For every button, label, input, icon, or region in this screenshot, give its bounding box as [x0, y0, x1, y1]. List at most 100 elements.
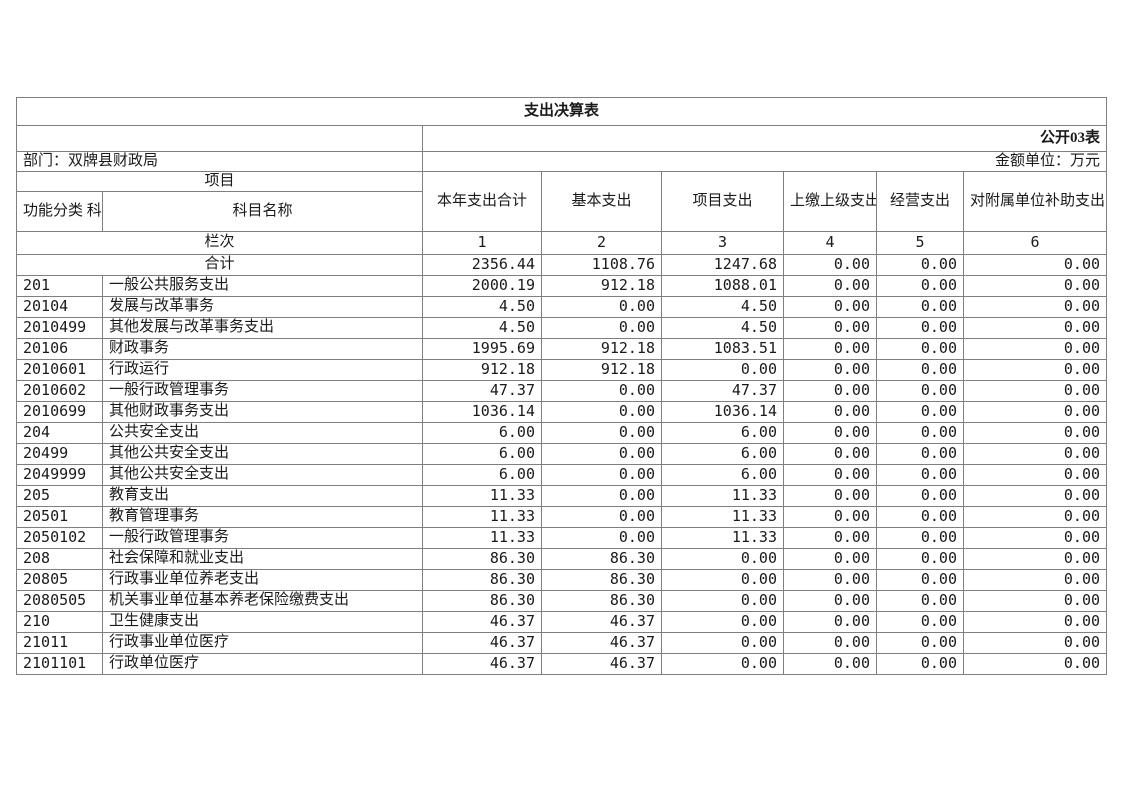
info-empty-cell	[16, 125, 423, 152]
row-value: 0.00	[876, 505, 964, 528]
row-value: 0.00	[962, 463, 1108, 486]
row-value: 0.00	[876, 295, 964, 318]
row-value: 11.33	[661, 526, 784, 549]
table-row: 2010602 一般行政管理事务 47.37 0.00 47.37 0.00 0…	[16, 379, 1108, 402]
row-value: 47.37	[422, 379, 542, 402]
table-row: 201 一般公共服务支出 2000.19 912.18 1088.01 0.00…	[16, 274, 1108, 297]
row-value: 0.00	[783, 379, 877, 402]
row-code: 201	[16, 274, 103, 297]
table-row: 204 公共安全支出 6.00 0.00 6.00 0.00 0.00 0.00	[16, 421, 1108, 444]
row-name: 财政事务	[102, 337, 423, 360]
row-value: 0.00	[541, 421, 662, 444]
row-value: 11.33	[422, 484, 542, 507]
row-value: 0.00	[876, 526, 964, 549]
row-name: 一般行政管理事务	[102, 379, 423, 402]
row-value: 0.00	[876, 463, 964, 486]
row-value: 0.00	[783, 337, 877, 360]
row-value: 46.37	[422, 652, 542, 675]
row-value: 2356.44	[422, 253, 542, 276]
row-name: 发展与改革事务	[102, 295, 423, 318]
header-subject-name: 科目名称	[102, 190, 423, 232]
row-value: 0.00	[962, 253, 1108, 276]
column-number-6: 6	[962, 230, 1108, 255]
row-value: 0.00	[541, 463, 662, 486]
row-value: 0.00	[661, 547, 784, 570]
row-value: 0.00	[783, 547, 877, 570]
row-value: 46.37	[541, 652, 662, 675]
row-code: 2049999	[16, 463, 103, 486]
row-value: 0.00	[876, 610, 964, 633]
header-item-group: 项目	[16, 171, 423, 192]
row-value: 6.00	[661, 463, 784, 486]
table-row: 205 教育支出 11.33 0.00 11.33 0.00 0.00 0.00	[16, 484, 1108, 507]
row-value: 0.00	[876, 337, 964, 360]
row-value: 0.00	[962, 379, 1108, 402]
row-value: 86.30	[541, 547, 662, 570]
row-name: 教育管理事务	[102, 505, 423, 528]
row-value: 11.33	[422, 526, 542, 549]
row-value: 86.30	[541, 568, 662, 591]
row-value: 0.00	[783, 463, 877, 486]
row-value: 0.00	[876, 652, 964, 675]
table-row: 2101101 行政单位医疗 46.37 46.37 0.00 0.00 0.0…	[16, 652, 1108, 675]
row-value: 0.00	[783, 589, 877, 612]
row-name: 社会保障和就业支出	[102, 547, 423, 570]
row-value: 0.00	[962, 484, 1108, 507]
row-name: 卫生健康支出	[102, 610, 423, 633]
table-row: 2050102 一般行政管理事务 11.33 0.00 11.33 0.00 0…	[16, 526, 1108, 549]
row-code: 208	[16, 547, 103, 570]
row-code: 2010601	[16, 358, 103, 381]
column-number-1: 1	[422, 230, 542, 255]
row-name: 行政事业单位养老支出	[102, 568, 423, 591]
row-name: 行政单位医疗	[102, 652, 423, 675]
row-value: 0.00	[661, 589, 784, 612]
row-code: 20106	[16, 337, 103, 360]
row-value: 46.37	[541, 631, 662, 654]
row-value: 6.00	[661, 421, 784, 444]
row-value: 6.00	[661, 442, 784, 465]
row-name: 其他发展与改革事务支出	[102, 316, 423, 339]
table-row: 208 社会保障和就业支出 86.30 86.30 0.00 0.00 0.00…	[16, 547, 1108, 570]
row-name: 其他公共安全支出	[102, 442, 423, 465]
row-value: 0.00	[783, 442, 877, 465]
header-col-project-expenditure: 项目支出	[661, 171, 784, 232]
row-name: 合计	[16, 253, 423, 276]
row-value: 912.18	[541, 358, 662, 381]
row-value: 0.00	[661, 568, 784, 591]
row-value: 0.00	[962, 442, 1108, 465]
row-value: 4.50	[661, 295, 784, 318]
header-col-upward-payment: 上缴上级支出	[783, 171, 877, 232]
row-value: 11.33	[422, 505, 542, 528]
header-function-code: 功能分类 科目编码	[16, 190, 103, 232]
row-code: 2010602	[16, 379, 103, 402]
row-code: 2010699	[16, 400, 103, 423]
header-col-basic-expenditure: 基本支出	[541, 171, 662, 232]
row-code: 20805	[16, 568, 103, 591]
row-value: 0.00	[876, 547, 964, 570]
row-value: 0.00	[876, 400, 964, 423]
row-name: 其他公共安全支出	[102, 463, 423, 486]
row-value: 0.00	[962, 589, 1108, 612]
row-name: 行政运行	[102, 358, 423, 381]
row-value: 0.00	[783, 253, 877, 276]
row-value: 0.00	[783, 274, 877, 297]
header-row-label: 栏次	[16, 230, 423, 255]
row-value: 0.00	[783, 484, 877, 507]
row-name: 公共安全支出	[102, 421, 423, 444]
row-name: 一般行政管理事务	[102, 526, 423, 549]
header-col-subsidy-affiliated: 对附属单位补助支出	[962, 171, 1108, 232]
table-row: 2010601 行政运行 912.18 912.18 0.00 0.00 0.0…	[16, 358, 1108, 381]
row-value: 0.00	[962, 400, 1108, 423]
row-value: 0.00	[962, 652, 1108, 675]
row-value: 0.00	[962, 526, 1108, 549]
row-value: 0.00	[783, 316, 877, 339]
table-row: 20499 其他公共安全支出 6.00 0.00 6.00 0.00 0.00 …	[16, 442, 1108, 465]
row-value: 0.00	[541, 295, 662, 318]
row-value: 6.00	[422, 421, 542, 444]
table-body: 合计 2356.44 1108.76 1247.68 0.00 0.00 0.0…	[16, 253, 1108, 675]
row-value: 0.00	[962, 610, 1108, 633]
row-value: 0.00	[876, 316, 964, 339]
unit-label: 金额单位：万元	[421, 151, 1108, 172]
row-value: 1083.51	[661, 337, 784, 360]
row-value: 0.00	[962, 568, 1108, 591]
